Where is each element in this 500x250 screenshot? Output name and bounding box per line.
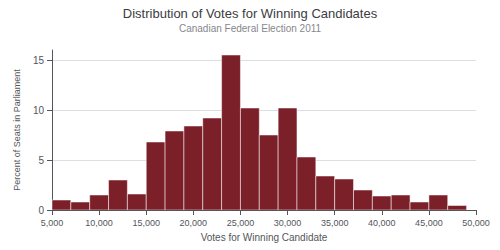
- svg-text:50,000: 50,000: [462, 218, 490, 228]
- svg-text:40,000: 40,000: [368, 218, 396, 228]
- svg-text:0: 0: [38, 205, 44, 216]
- svg-text:45,000: 45,000: [415, 218, 443, 228]
- svg-text:15: 15: [33, 55, 45, 66]
- svg-text:20,000: 20,000: [180, 218, 208, 228]
- svg-text:25,000: 25,000: [227, 218, 255, 228]
- svg-text:5,000: 5,000: [41, 218, 64, 228]
- svg-text:10: 10: [33, 105, 45, 116]
- svg-text:Percent of Seats in Parliament: Percent of Seats in Parliament: [12, 69, 22, 191]
- svg-text:10,000: 10,000: [85, 218, 113, 228]
- svg-text:35,000: 35,000: [321, 218, 349, 228]
- svg-text:Votes for Winning Candidate: Votes for Winning Candidate: [201, 232, 328, 243]
- svg-text:Canadian Federal Election 2011: Canadian Federal Election 2011: [179, 23, 322, 34]
- svg-text:Distribution of Votes for Winn: Distribution of Votes for Winning Candid…: [123, 6, 378, 21]
- svg-text:15,000: 15,000: [132, 218, 160, 228]
- svg-text:30,000: 30,000: [274, 218, 302, 228]
- svg-text:5: 5: [38, 155, 44, 166]
